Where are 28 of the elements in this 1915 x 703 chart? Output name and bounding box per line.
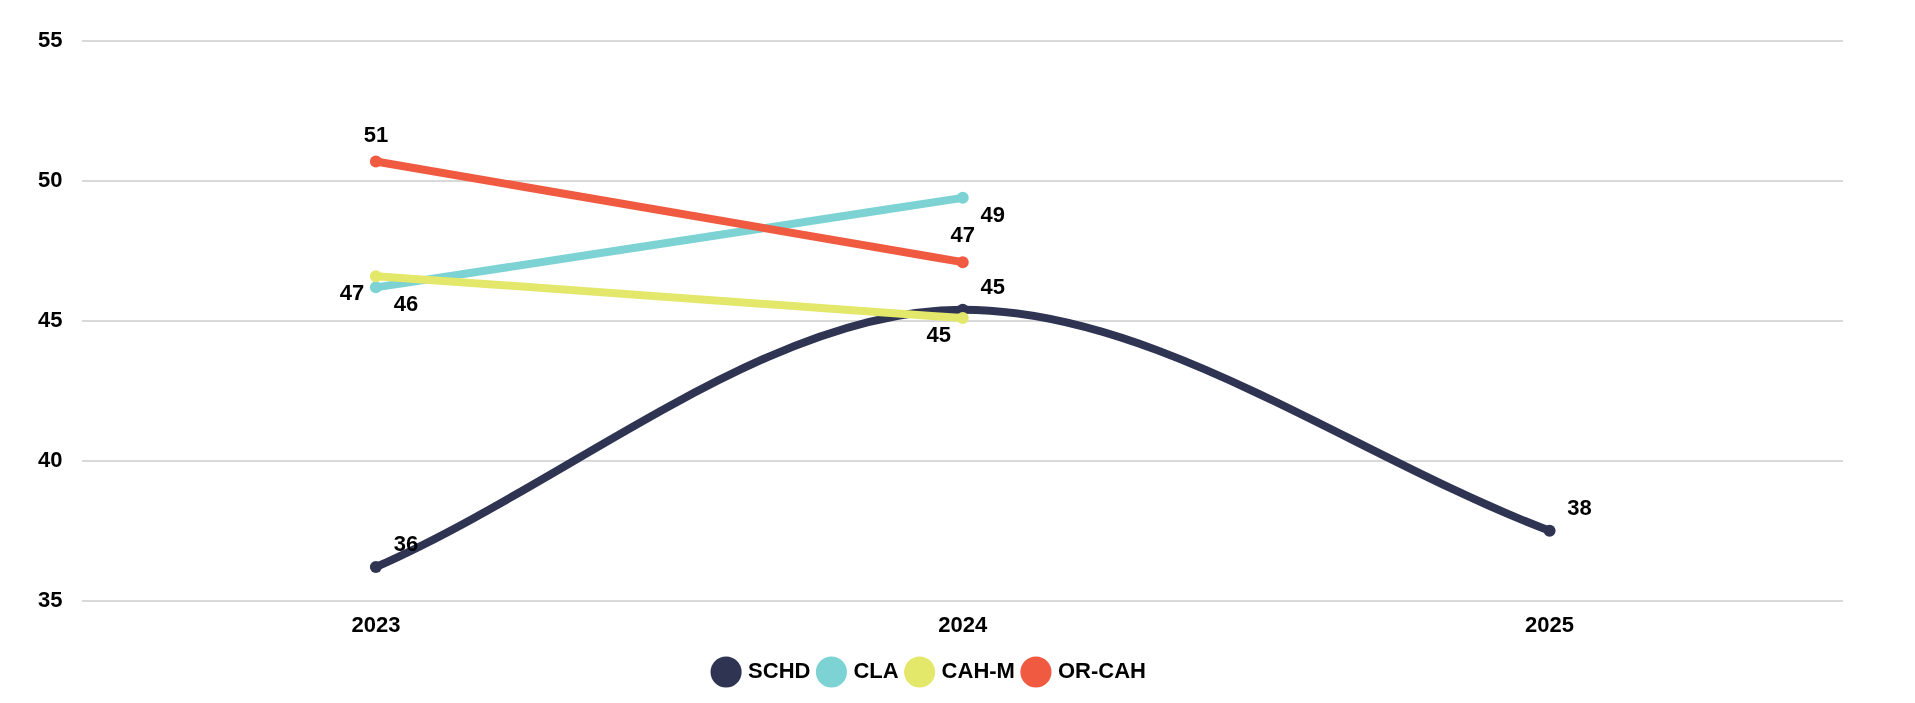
point <box>1543 524 1556 537</box>
point <box>369 155 382 168</box>
x-tick-label: 2024 <box>938 611 988 637</box>
data-label: 47 <box>950 222 975 248</box>
point <box>369 281 382 294</box>
y-tick-label: 40 <box>37 446 63 472</box>
y-tick-label: 55 <box>37 27 63 53</box>
data-label: 45 <box>980 273 1005 299</box>
y-tick-label: 35 <box>37 586 63 612</box>
y-tick-label: 45 <box>37 306 63 332</box>
data-label: 47 <box>339 280 365 306</box>
point <box>369 561 382 574</box>
legend-label: CAH-M <box>941 658 1015 684</box>
y-tick-label: 50 <box>37 167 63 193</box>
data-label: 45 <box>926 322 951 348</box>
legend-label: OR-CAH <box>1057 658 1146 684</box>
legend-label: SCHD <box>748 658 811 684</box>
point <box>956 191 969 204</box>
x-tick-label: 2023 <box>351 611 401 637</box>
point <box>956 256 969 269</box>
data-label: 46 <box>393 291 419 317</box>
legend-label: CLA <box>853 658 899 684</box>
data-label: 36 <box>393 531 419 557</box>
data-label: 49 <box>980 201 1005 227</box>
point <box>369 270 382 283</box>
x-tick-label: 2025 <box>1525 611 1575 637</box>
data-label: 38 <box>1567 494 1592 520</box>
data-label: 51 <box>363 121 389 147</box>
